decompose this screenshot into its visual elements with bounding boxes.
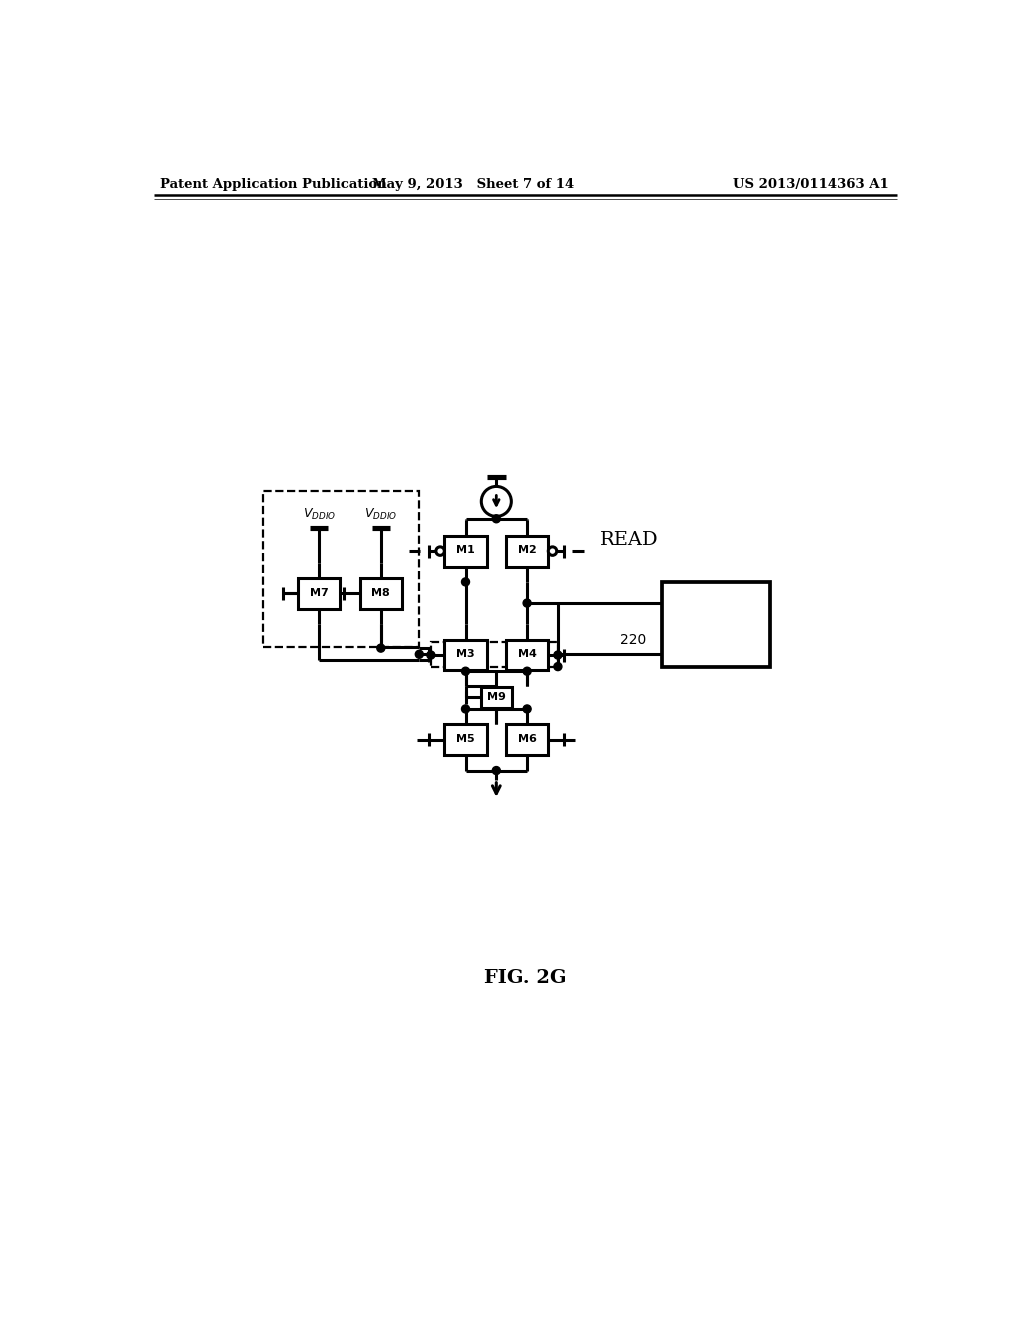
Circle shape — [481, 487, 511, 516]
Circle shape — [427, 651, 435, 659]
Text: M1: M1 — [456, 545, 475, 556]
Text: M7: M7 — [310, 587, 329, 598]
Text: 220: 220 — [620, 634, 646, 647]
Text: Patent Application Publication: Patent Application Publication — [160, 178, 387, 190]
Text: M8: M8 — [372, 587, 390, 598]
Text: $V_{DDIO}$: $V_{DDIO}$ — [365, 507, 397, 521]
Text: FIG. 2G: FIG. 2G — [483, 969, 566, 987]
Circle shape — [377, 644, 385, 652]
Text: May 9, 2013   Sheet 7 of 14: May 9, 2013 Sheet 7 of 14 — [372, 178, 574, 190]
Bar — [481, 686, 512, 708]
Bar — [506, 725, 548, 755]
Circle shape — [523, 705, 531, 713]
Bar — [662, 582, 770, 667]
Bar — [506, 536, 548, 566]
Text: DDR3/
GDDR5
DRAM
210: DDR3/ GDDR5 DRAM 210 — [691, 593, 740, 656]
Circle shape — [493, 515, 501, 523]
Text: READ: READ — [600, 531, 658, 549]
Circle shape — [554, 663, 562, 671]
Text: M3: M3 — [457, 649, 475, 659]
Circle shape — [436, 546, 444, 556]
Text: M5: M5 — [457, 734, 475, 744]
Bar — [359, 578, 402, 609]
Circle shape — [493, 767, 501, 775]
Circle shape — [462, 578, 470, 586]
Circle shape — [548, 546, 557, 556]
Text: $V_{DDIO}$: $V_{DDIO}$ — [303, 507, 336, 521]
Circle shape — [416, 651, 423, 659]
Bar — [431, 642, 558, 667]
Circle shape — [462, 705, 470, 713]
Bar — [506, 640, 548, 671]
Bar — [298, 578, 340, 609]
Text: US 2013/0114363 A1: US 2013/0114363 A1 — [733, 178, 889, 190]
Text: M4: M4 — [518, 649, 537, 659]
Circle shape — [554, 651, 562, 659]
Circle shape — [523, 599, 531, 607]
Bar — [444, 536, 486, 566]
Bar — [444, 640, 486, 671]
Text: M6: M6 — [518, 734, 537, 744]
Circle shape — [462, 667, 470, 676]
Text: M2: M2 — [518, 545, 537, 556]
Bar — [444, 725, 486, 755]
Text: M9: M9 — [486, 692, 506, 702]
Bar — [263, 491, 419, 647]
Circle shape — [523, 667, 531, 676]
